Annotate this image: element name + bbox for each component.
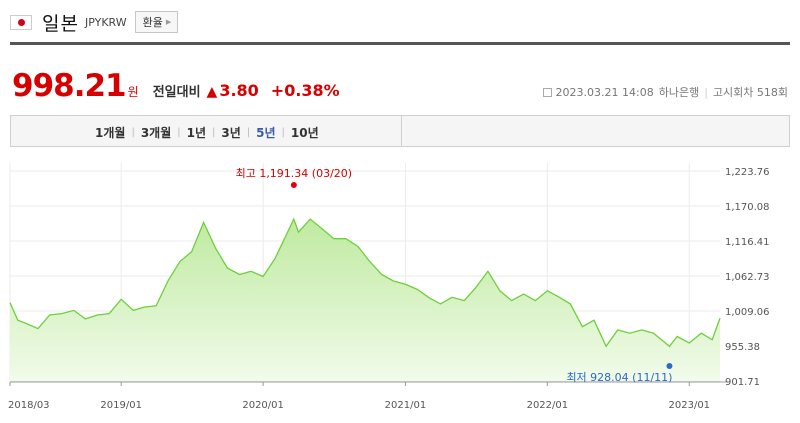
exchange-rate-chart: 1,223.76 1,170.08 1,116.41 1,062.73 1,009.06…: [8, 163, 770, 411]
y-tick-label: 901.71: [725, 377, 760, 388]
y-tick-label: 1,223.76: [725, 167, 770, 178]
calendar-icon: [542, 87, 552, 97]
currency-header: 일본 JPYKRW 환율 ▶: [10, 8, 179, 36]
y-tick-label: 955.38: [725, 342, 760, 353]
period-tab[interactable]: 3개월: [140, 126, 172, 140]
up-triangle-icon: ▲: [206, 84, 218, 100]
high-marker: [290, 182, 297, 188]
period-tab[interactable]: 10년: [290, 126, 319, 140]
japan-flag-icon: [10, 14, 32, 30]
tab-separator: |: [281, 127, 285, 138]
period-tab[interactable]: 1개월: [95, 126, 126, 140]
series-line: [9, 217, 721, 348]
x-tick-label: 2021/01: [385, 400, 427, 411]
country-name: 일본: [42, 12, 79, 35]
x-tick-label: 2019/01: [100, 400, 142, 411]
quote-summary: 998.21 원 전일대비 ▲ 3.80 +0.38%: [12, 68, 340, 104]
low-label: 최저 928.04 (11/11): [566, 371, 672, 384]
y-tick-label: 1,116.41: [725, 237, 770, 248]
meta-separator: |: [704, 85, 708, 99]
chevron-right-icon: ▶: [165, 18, 172, 26]
period-tab[interactable]: 1년: [186, 126, 207, 140]
period-tab-bar: 1개월 | 3개월 | 1년 | 3년 | 5년 | 10년: [10, 115, 790, 147]
exchange-rate-button-label: 환율: [142, 16, 163, 29]
current-price: 998.21: [12, 68, 127, 104]
low-marker: [666, 363, 673, 369]
y-tick-label: 1,009.06: [725, 307, 770, 318]
quote-datetime: 2023.03.21 14:08: [555, 85, 654, 99]
period-tab[interactable]: 5년: [256, 126, 276, 140]
period-tab[interactable]: 3년: [221, 126, 241, 140]
price-change-percent: +0.38%: [270, 81, 340, 100]
x-tick-label: 2020/01: [242, 400, 284, 411]
quote-notice: 고시회차 518회: [712, 86, 788, 99]
tab-bar-divider: [401, 116, 402, 146]
tab-separator: |: [212, 127, 216, 138]
area-fill: [10, 219, 720, 381]
x-tick-label: 2023/01: [669, 400, 711, 411]
header-divider: [10, 42, 790, 45]
price-change: 3.80: [219, 81, 259, 100]
tab-separator: |: [246, 127, 251, 138]
tab-separator: |: [131, 127, 135, 138]
quote-source: 하나은행: [658, 86, 700, 99]
compare-label: 전일대비: [152, 85, 201, 100]
y-tick-label: 1,170.08: [725, 202, 770, 213]
period-tabs: 1개월 | 3개월 | 1년 | 3년 | 5년 | 10년: [89, 124, 325, 141]
x-tick-label: 2018/03: [8, 400, 50, 411]
exchange-rate-button[interactable]: 환율 ▶: [134, 11, 179, 33]
tab-separator: |: [177, 127, 181, 138]
high-label: 최고 1,191.34 (03/20): [236, 167, 353, 180]
x-tick-label: 2022/01: [527, 400, 569, 411]
currency-code: JPYKRW: [84, 15, 127, 29]
quote-meta: 2023.03.21 14:08 하나은행 | 고시회차 518회: [542, 84, 788, 100]
price-unit: 원: [127, 85, 139, 99]
y-tick-label: 1,062.73: [725, 272, 770, 283]
